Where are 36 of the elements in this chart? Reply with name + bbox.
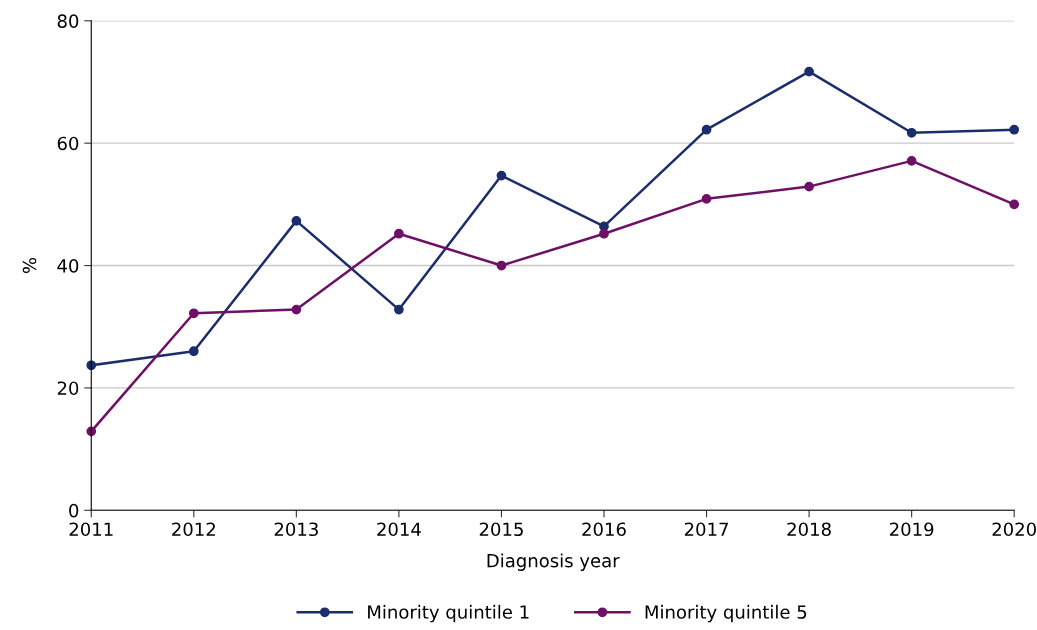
point xyxy=(701,193,712,204)
point xyxy=(906,127,917,138)
legend-label: Minority quintile 1 xyxy=(368,604,529,623)
point xyxy=(496,170,507,181)
point xyxy=(906,156,917,166)
point xyxy=(599,228,609,239)
y-axis-title: % xyxy=(22,257,37,274)
point xyxy=(394,228,404,239)
point xyxy=(496,260,507,271)
point xyxy=(291,304,302,315)
x-tick-label: 2015 xyxy=(479,522,523,537)
y-tick-label: 80 xyxy=(57,14,79,28)
y-tick-label: 60 xyxy=(57,136,79,151)
x-tick-label: 2017 xyxy=(684,522,728,537)
x-tick-label: 2014 xyxy=(377,522,421,537)
point xyxy=(804,181,814,192)
point xyxy=(804,66,814,77)
legend-label: Minority quintile 5 xyxy=(645,604,807,623)
x-tick-label: 2012 xyxy=(172,522,215,537)
x-tick-label: 2018 xyxy=(787,522,831,537)
x-tick-label: 2016 xyxy=(582,522,626,537)
x-tick-label: 2013 xyxy=(274,522,318,537)
point xyxy=(1009,199,1020,210)
point xyxy=(1009,124,1020,135)
x-axis-title: Diagnosis year xyxy=(487,553,620,571)
x-tick-label: 2011 xyxy=(69,522,113,537)
y-tick-label: 0 xyxy=(69,503,79,518)
point xyxy=(291,216,302,226)
point xyxy=(701,124,712,135)
point xyxy=(394,304,404,315)
y-tick-label: 20 xyxy=(57,381,79,396)
y-tick-label: 40 xyxy=(57,259,79,273)
point xyxy=(188,308,199,319)
x-tick-label: 2020 xyxy=(992,522,1036,537)
x-tick-label: 2019 xyxy=(889,522,934,537)
point xyxy=(188,346,199,357)
